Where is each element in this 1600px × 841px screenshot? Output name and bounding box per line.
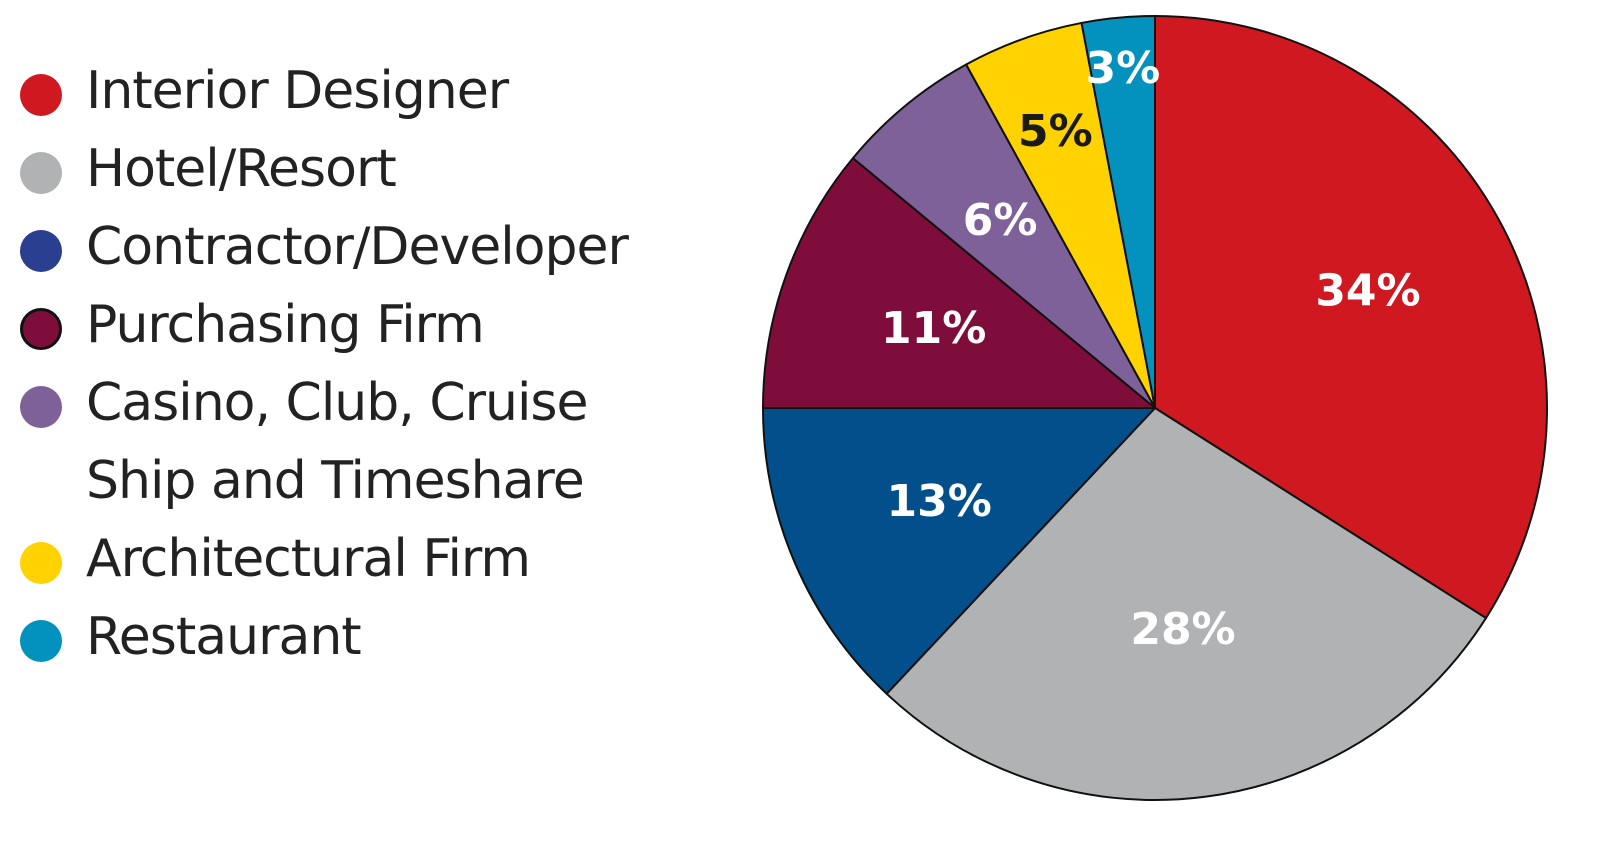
pie-slice-hotel-resort [885,407,1487,802]
pie-slice-interior-designer [1154,15,1548,620]
chart-legend: Interior Designer Hotel/Resort Contracto… [20,52,720,676]
legend-swatch-architectural-firm [20,542,62,584]
legend-label-restaurant: Restaurant [86,607,362,667]
legend-item-purchasing-firm: Purchasing Firm [20,286,720,364]
pie-value-label: 11% [881,303,986,354]
pie-value-label: 3% [1086,43,1161,94]
legend-item-contractor-developer: Contractor/Developer [20,208,720,286]
legend-swatch-purchasing-firm [20,308,62,350]
legend-swatch-hotel-resort [20,152,62,194]
legend-item-hotel-resort: Hotel/Resort [20,130,720,208]
legend-item-architectural-firm: Architectural Firm [20,520,720,598]
legend-label-interior-designer: Interior Designer [86,61,509,121]
legend-label-casino-club-cruise: Casino, Club, Cruise Ship and Timeshare [86,373,588,511]
pie-slice-casino-club-cruise-ship-and-timeshare [851,63,1156,409]
legend-label-hotel-resort: Hotel/Resort [86,139,397,199]
pie-value-label: 6% [963,195,1038,246]
pie-value-label: 28% [1130,604,1235,655]
pie-value-label: 13% [886,476,991,527]
legend-swatch-casino-club-cruise [20,386,62,428]
pie-value-label: 34% [1315,265,1420,316]
legend-label-purchasing-firm: Purchasing Firm [86,295,485,355]
legend-label-contractor-developer: Contractor/Developer [86,217,629,277]
legend-item-casino-club-cruise: Casino, Club, Cruise Ship and Timeshare [20,364,720,520]
legend-swatch-restaurant [20,620,62,662]
legend-label-architectural-firm: Architectural Firm [86,529,531,589]
pie-slice-contractor-developer [762,407,1156,695]
legend-swatch-contractor-developer [20,230,62,272]
legend-swatch-interior-designer [20,74,62,116]
legend-item-restaurant: Restaurant [20,598,720,676]
pie-slice-restaurant [1080,15,1156,409]
pie-value-label: 5% [1018,106,1093,157]
legend-item-interior-designer: Interior Designer [20,52,720,130]
pie-slice-purchasing-firm [762,157,1156,409]
